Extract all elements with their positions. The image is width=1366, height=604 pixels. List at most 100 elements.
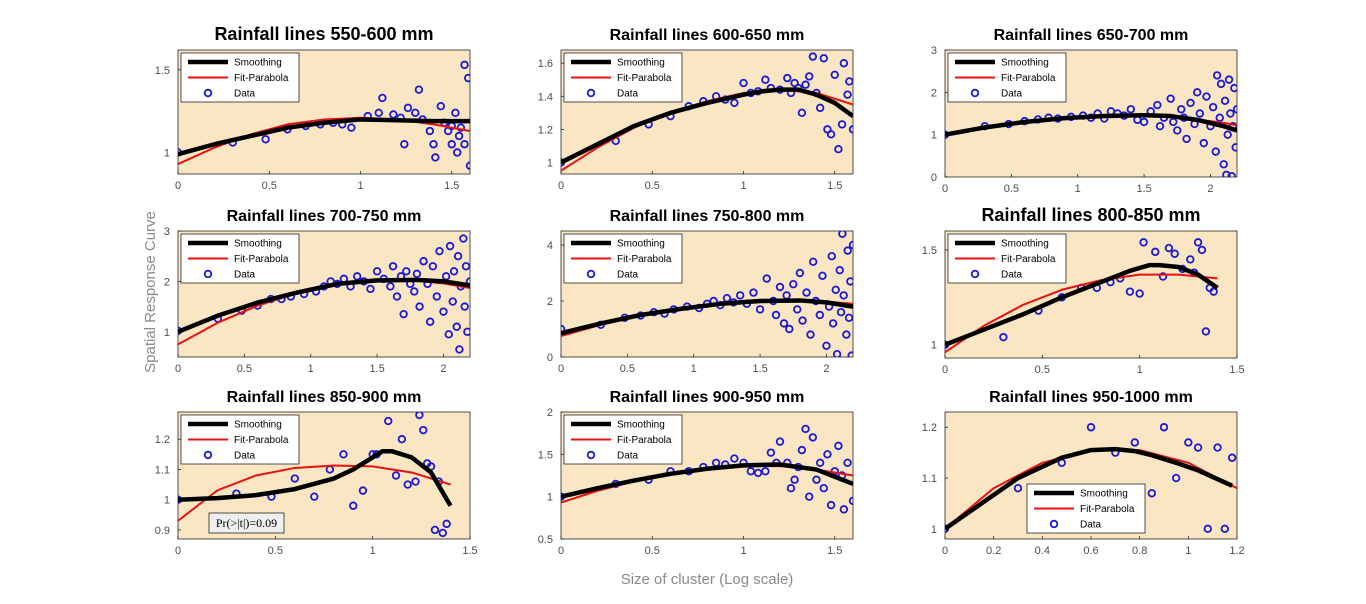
x-tick-label: 1.2 [1229, 545, 1244, 557]
legend-data: Data [1001, 270, 1023, 281]
data-point [349, 501, 358, 510]
legend-smoothing: Smoothing [234, 420, 282, 431]
data-point [388, 262, 398, 271]
y-tick-label: 1 [931, 130, 937, 142]
data-point [1184, 438, 1193, 447]
smoothing-line [945, 112, 1237, 137]
x-tick-label: 1.5 [1136, 183, 1151, 195]
data-point [1203, 524, 1212, 534]
data-point [823, 450, 832, 459]
data-point [444, 330, 453, 339]
data-point [815, 310, 825, 320]
x-tick-label: 0 [558, 545, 564, 557]
chart-panel-1: 0 0.5 1 1.5 1 1.5 Rainfall lines 550-600 mm Smo… [155, 24, 471, 192]
data-point [834, 144, 843, 154]
data-point [1177, 105, 1186, 114]
data-point [1215, 113, 1224, 122]
data-point [366, 284, 375, 294]
data-point [766, 448, 776, 457]
data-point [795, 268, 805, 278]
data-point [753, 468, 763, 478]
data-point [808, 52, 818, 61]
legend-smoothing: Smoothing [1001, 239, 1049, 250]
smoothing-line [561, 298, 853, 336]
data-point [460, 302, 469, 311]
legend: Smoothing Fit-Parabola Data [947, 233, 1067, 284]
data-point [801, 80, 810, 89]
legend: Smoothing Fit-Parabola Data [563, 52, 683, 103]
chart-title: Rainfall lines 600-650 mm [610, 27, 805, 44]
data-point [1147, 489, 1157, 498]
data-point [459, 234, 468, 243]
x-tick-label: 0 [558, 180, 564, 192]
data-point [838, 231, 847, 238]
annotation-box [208, 512, 285, 534]
data-point [1201, 327, 1211, 336]
legend: Smoothing Fit-Parabola Data [180, 52, 300, 103]
data-point [1126, 105, 1136, 114]
y-tick-label: 2 [547, 407, 553, 419]
data-point [785, 324, 794, 334]
data-point [431, 153, 440, 162]
data-point [815, 103, 825, 113]
x-tick-label: 0 [558, 363, 564, 375]
p-value-annotation: Pr(>|t|)=0.09 [208, 512, 285, 534]
data-point [391, 471, 401, 480]
panels-group: 0 0.5 1 1.5 1 1.5 Rainfall lines 550-600 mm Smo… [155, 24, 1245, 557]
data-point [812, 475, 821, 484]
data-point [839, 505, 849, 514]
data-point [453, 148, 462, 157]
data-point [290, 474, 299, 483]
data-point [1164, 243, 1174, 253]
series-group [561, 52, 853, 172]
x-tick-label: 0.5 [237, 363, 252, 375]
x-tick-label: 0 [175, 180, 181, 192]
series-group [178, 234, 470, 354]
data-point [460, 140, 469, 149]
y-tick-label: 1.2 [922, 422, 937, 434]
y-tick-label: 0.5 [538, 534, 553, 546]
legend-data-swatch [203, 269, 213, 279]
data-point [402, 267, 411, 276]
data-point [1211, 147, 1220, 156]
legend-fit-parabola: Fit-Parabola [617, 435, 672, 446]
data-point [1182, 134, 1191, 144]
data-point [435, 246, 444, 256]
data-point [790, 475, 799, 484]
x-tick-label: 0.5 [1035, 364, 1050, 376]
data-point [463, 73, 470, 83]
x-tick-label: 0.2 [986, 545, 1001, 557]
x-tick-label: 1 [1075, 183, 1081, 195]
chart-title: Rainfall lines 750-800 mm [610, 208, 805, 225]
chart-panel-5: 0 0.5 1 1.5 2 0 2 4 Rainfall lines 750-800 mm Smo… [547, 208, 854, 375]
data-point [445, 241, 455, 251]
chart-title: Rainfall lines 800-850 mm [981, 205, 1200, 225]
data-point [1208, 102, 1218, 112]
legend-data-swatch [1049, 519, 1059, 529]
chart-title: Rainfall lines 700-750 mm [227, 208, 422, 225]
data-point [843, 458, 852, 467]
x-tick-label: 1 [740, 545, 746, 557]
data-point [834, 441, 843, 451]
data-point [805, 72, 814, 81]
data-point [447, 140, 456, 149]
x-tick-label: 0.5 [620, 363, 635, 375]
data-point [1139, 238, 1148, 247]
x-axis-label: Size of cluster (Log scale) [621, 571, 794, 588]
data-point [819, 484, 828, 493]
data-point [1170, 249, 1179, 258]
series-group [945, 71, 1237, 177]
data-point [1222, 170, 1231, 177]
data-point [1216, 79, 1226, 89]
data-point [358, 486, 368, 495]
y-tick-label: 1.5 [922, 245, 937, 257]
legend-fit-parabola: Fit-Parabola [1001, 73, 1056, 84]
y-tick-label: 1.2 [155, 434, 170, 446]
data-point [847, 351, 853, 357]
series-group [561, 424, 853, 514]
data-point [819, 54, 828, 63]
x-tick-label: 1 [370, 545, 376, 557]
x-tick-label: 0.8 [1132, 545, 1147, 557]
series-group [178, 412, 453, 538]
data-point [801, 424, 810, 434]
